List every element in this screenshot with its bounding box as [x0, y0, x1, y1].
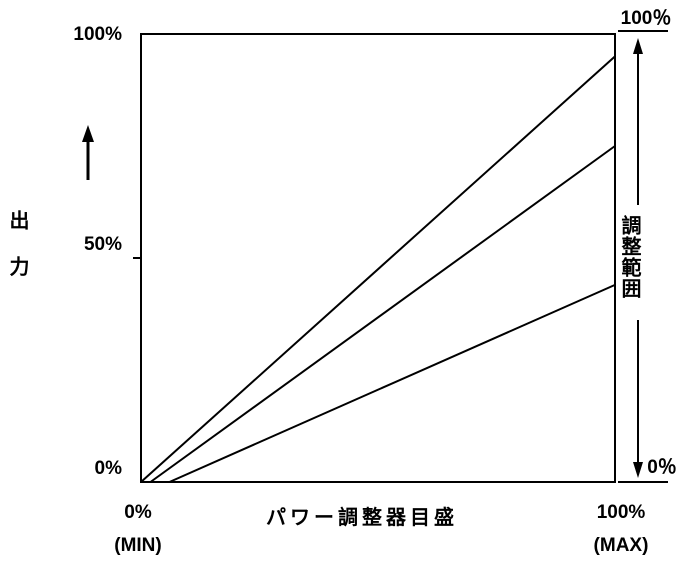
y-tick-label: 100% — [73, 24, 122, 45]
series-line-2 — [149, 145, 616, 483]
plot-frame — [140, 33, 616, 483]
y-tick-label: 0% — [95, 458, 123, 479]
x-tick-sublabel: (MAX) — [594, 535, 649, 556]
range-label: 調整範囲 — [618, 214, 642, 299]
range-top-label: 100％ — [621, 8, 672, 29]
range-up-arrow-head — [633, 38, 643, 54]
plot-area: 0% 50% 100% 0% (MIN) 100% (MAX) パワー調整器目盛 出力 100％ 0… — [6, 8, 677, 556]
x-tick-label: 100% — [597, 502, 646, 523]
x-tick-label: 0% — [124, 502, 152, 523]
y-tick-label: 50% — [84, 234, 122, 255]
range-down-arrow-head — [633, 462, 643, 478]
x-tick-sublabel: (MIN) — [114, 535, 161, 556]
series-line-3 — [169, 283, 616, 483]
range-bottom-label: 0％ — [647, 457, 677, 478]
y-up-arrow-head — [82, 125, 94, 142]
series-line-1 — [140, 55, 616, 483]
y-axis-label: 出力 — [6, 210, 30, 302]
x-axis-label: パワー調整器目盛 — [266, 505, 458, 529]
